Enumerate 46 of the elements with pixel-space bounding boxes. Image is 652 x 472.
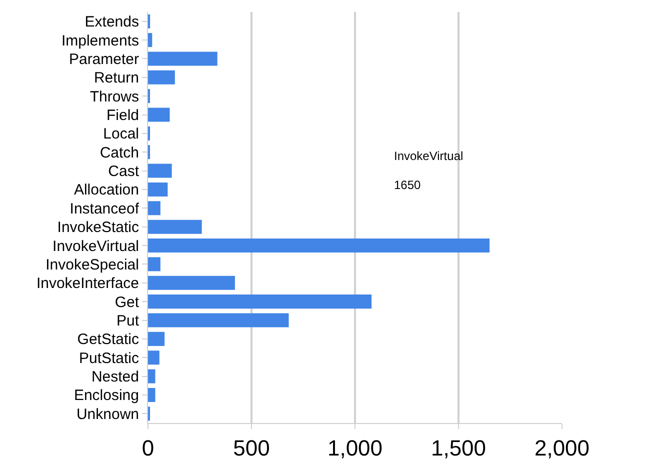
- y-tick-label: Unknown: [76, 406, 139, 423]
- y-tick-label: Catch: [100, 144, 139, 162]
- x-tick-label: 1,000: [327, 435, 383, 460]
- bar: [148, 350, 160, 365]
- y-tick-label: InvokeStatic: [57, 219, 140, 236]
- y-tick-label: Throws: [90, 88, 139, 106]
- bar: [148, 257, 160, 272]
- annotation: InvokeVirtual: [394, 149, 464, 163]
- y-tick-label: InvokeSpecial: [46, 256, 139, 274]
- y-tick-label: Implements: [61, 32, 139, 50]
- bar: [148, 33, 152, 48]
- y-tick-label: Extends: [84, 14, 139, 31]
- bar: [148, 369, 156, 384]
- bar: [148, 108, 170, 122]
- y-tick-label: Return: [94, 70, 139, 87]
- y-tick-label: Nested: [91, 368, 139, 386]
- bar: [148, 388, 156, 402]
- y-tick-label: Instanceof: [70, 200, 140, 218]
- bar: [148, 313, 289, 328]
- y-tick-label: Enclosing: [74, 387, 139, 404]
- y-tick-label: Cast: [108, 163, 140, 180]
- y-tick-label: Allocation: [74, 182, 139, 199]
- bar: [148, 276, 235, 290]
- bar: [148, 70, 175, 84]
- y-tick-label: Field: [106, 107, 139, 124]
- bar: [148, 164, 172, 178]
- y-tick-label: GetStatic: [77, 331, 140, 348]
- y-tick-label: Local: [103, 126, 139, 143]
- y-tick-label: Put: [116, 312, 140, 330]
- x-tick-label: 500: [233, 435, 270, 460]
- annotation: 1650: [394, 178, 422, 192]
- bar: [148, 332, 165, 346]
- bar: [148, 52, 218, 66]
- bar: [148, 201, 160, 216]
- y-tick-label: PutStatic: [78, 350, 140, 367]
- bar: [148, 294, 372, 309]
- bar: [148, 220, 202, 234]
- x-tick-label: 1,500: [430, 435, 486, 460]
- x-tick-label: 2,000: [534, 435, 590, 460]
- bar: [148, 238, 490, 253]
- y-tick-label: Parameter: [68, 50, 139, 68]
- bar: [148, 182, 168, 196]
- y-tick-label: Get: [114, 294, 140, 311]
- y-tick-label: InvokeInterface: [36, 275, 139, 292]
- y-tick-label: InvokeVirtual: [52, 238, 139, 255]
- x-tick-label: 0: [142, 435, 154, 460]
